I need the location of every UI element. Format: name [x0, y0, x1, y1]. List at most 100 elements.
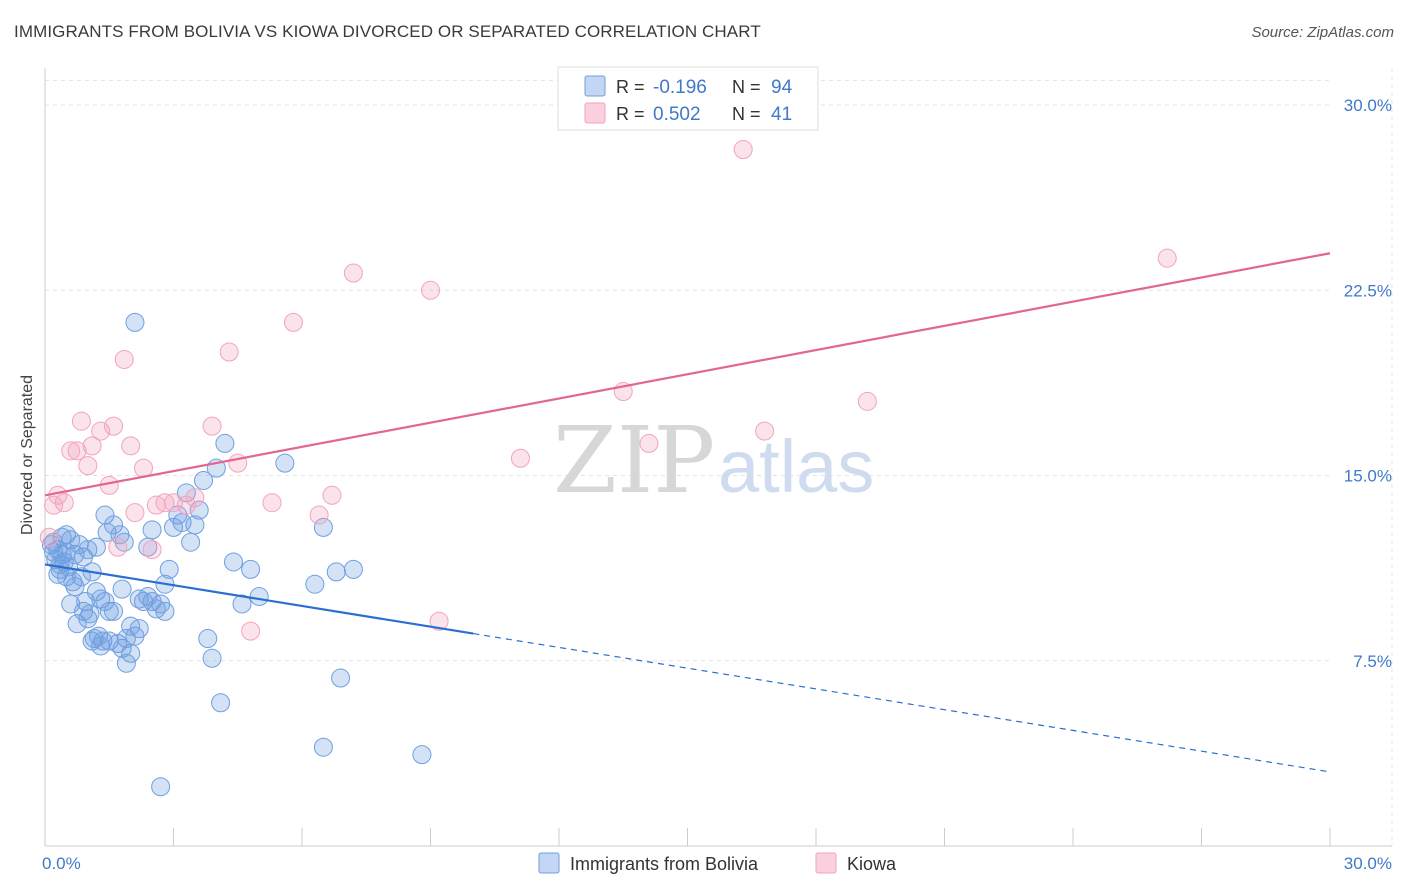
kiowa-point-11	[104, 416, 124, 436]
bolivia-point-93	[50, 554, 70, 574]
bolivia-point-74	[121, 643, 141, 663]
legend-r-label-kiowa: R =	[616, 104, 645, 124]
y-tick-label-1: 15.0%	[1344, 467, 1392, 486]
bolivia-point-40	[159, 559, 179, 579]
bolivia-point-47	[202, 648, 222, 668]
kiowa-point-0	[39, 527, 59, 547]
kiowa-point-23	[202, 416, 222, 436]
kiowa-point-37	[755, 421, 775, 441]
bolivia-point-70	[91, 636, 111, 656]
bolivia-point-55	[305, 574, 325, 594]
x-tick-label-1: 30.0%	[1344, 854, 1392, 873]
y-tick-label-3: 30.0%	[1344, 96, 1392, 115]
legend-n-value-kiowa: 41	[771, 104, 792, 125]
kiowa-point-22	[185, 488, 205, 508]
kiowa-point-30	[343, 263, 363, 283]
bolivia-point-84	[41, 535, 61, 555]
kiowa-point-29	[322, 485, 342, 505]
watermark-zip: ZIP	[553, 407, 715, 514]
kiowa-point-24	[219, 342, 239, 362]
kiowa-point-5	[67, 441, 87, 461]
kiowa-point-6	[71, 411, 91, 431]
bolivia-point-88	[129, 589, 149, 609]
bolivia-point-61	[104, 515, 124, 535]
bolivia-point-82	[151, 777, 171, 797]
bottom-legend-swatch-bolivia	[538, 852, 560, 874]
kiowa-point-15	[125, 503, 145, 523]
bolivia-point-56	[313, 517, 333, 537]
bolivia-point-89	[155, 601, 175, 621]
kiowa-point-16	[134, 458, 154, 478]
bolivia-point-68	[78, 609, 98, 629]
bolivia-point-45	[193, 470, 213, 490]
bolivia-point-81	[412, 745, 432, 765]
bolivia-point-51	[232, 594, 252, 614]
kiowa-point-32	[429, 611, 449, 631]
bolivia-point-53	[249, 587, 269, 607]
bolivia-point-86	[56, 525, 76, 545]
kiowa-point-36	[733, 140, 753, 160]
axes	[44, 68, 1392, 847]
legend-n-label-bolivia: N =	[732, 77, 761, 97]
kiowa-point-38	[857, 391, 877, 411]
bolivia-point-92	[97, 522, 117, 542]
bolivia-point-26	[93, 631, 113, 651]
legend-r-value-bolivia: -0.196	[653, 77, 707, 98]
watermark-atlas: atlas	[718, 425, 874, 508]
bolivia-point-54	[275, 453, 295, 473]
legend-swatch-bolivia	[584, 75, 606, 97]
bolivia-point-71	[104, 601, 124, 621]
bolivia-point-73	[116, 653, 136, 673]
kiowa-point-28	[309, 505, 329, 525]
watermark: ZIP atlas	[553, 407, 874, 514]
kiowa-point-33	[510, 448, 530, 468]
bolivia-point-66	[67, 614, 87, 634]
kiowa-point-39	[1157, 248, 1177, 268]
bolivia-point-78	[211, 693, 231, 713]
bolivia-point-63	[114, 532, 134, 552]
bolivia-point-91	[189, 500, 209, 520]
bolivia-point-15	[71, 567, 91, 587]
trendline-kiowa	[44, 252, 1331, 497]
kiowa-point-3	[54, 493, 74, 513]
kiowa-point-13	[114, 349, 134, 369]
bottom-legend-label-kiowa: Kiowa	[847, 854, 897, 874]
bolivia-point-72	[112, 579, 132, 599]
kiowa-point-17	[142, 540, 162, 560]
kiowa-point-27	[283, 312, 303, 332]
bolivia-point-77	[181, 532, 201, 552]
bolivia-point-58	[343, 559, 363, 579]
kiowa-point-12	[108, 537, 128, 557]
bolivia-point-75	[142, 520, 162, 540]
y-tick-label-0: 7.5%	[1353, 652, 1392, 671]
trendline-bolivia	[44, 563, 474, 635]
bolivia-point-87	[86, 537, 106, 557]
kiowa-point-8	[82, 436, 102, 456]
bolivia-point-59	[125, 312, 145, 332]
bolivia-point-80	[313, 737, 333, 757]
bolivia-point-33	[129, 619, 149, 639]
series-bolivia-points	[41, 312, 432, 797]
x-tick-label-0: 0.0%	[42, 854, 81, 873]
bolivia-point-57	[326, 562, 346, 582]
y-axis-label: Divorced or Separated	[19, 375, 36, 535]
legend-swatch-kiowa	[584, 102, 606, 124]
legend-top: R = -0.196 N = 94 R = 0.502 N = 41	[557, 66, 819, 131]
bottom-legend-swatch-kiowa	[815, 852, 837, 874]
legend-r-value-kiowa: 0.502	[653, 104, 701, 125]
chart-title: IMMIGRANTS FROM BOLIVIA VS KIOWA DIVORCE…	[14, 22, 761, 41]
kiowa-point-9	[91, 421, 111, 441]
trendlines	[44, 252, 1331, 773]
bolivia-point-52	[241, 559, 261, 579]
bolivia-point-90	[172, 512, 192, 532]
source-label: Source: ZipAtlas.com	[1251, 24, 1394, 41]
kiowa-point-7	[78, 456, 98, 476]
kiowa-point-35	[639, 433, 659, 453]
kiowa-point-14	[121, 436, 141, 456]
tick-labels: 7.5% 15.0% 22.5% 30.0% 0.0% 30.0%	[42, 96, 1392, 873]
bolivia-point-50	[223, 552, 243, 572]
series-kiowa-points	[39, 140, 1177, 641]
legend-r-label-bolivia: R =	[616, 77, 645, 97]
kiowa-point-40	[241, 621, 261, 641]
kiowa-point-31	[421, 280, 440, 300]
